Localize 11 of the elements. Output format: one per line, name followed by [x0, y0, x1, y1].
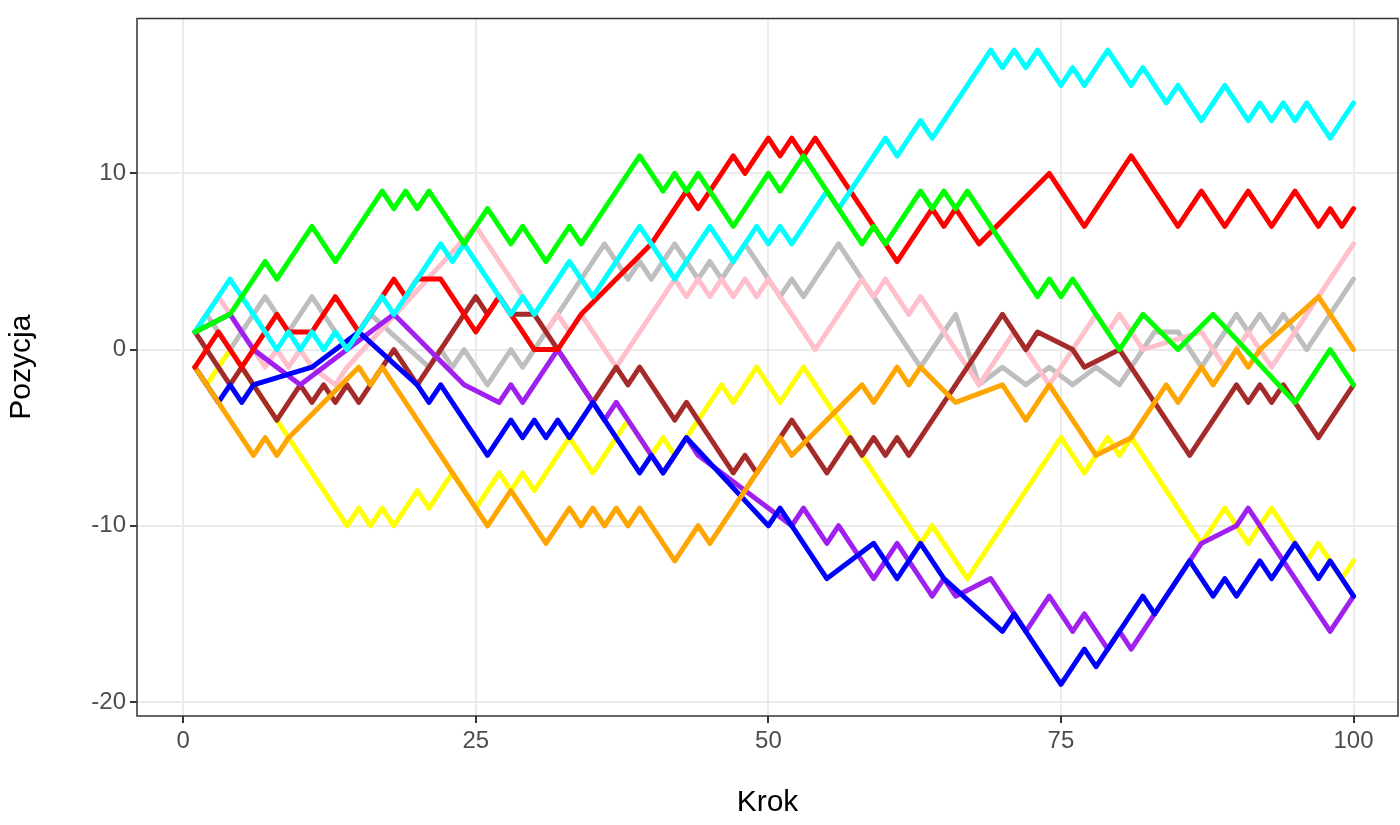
- x-tick-label: 75: [1047, 726, 1075, 754]
- x-tick-label: 0: [176, 726, 190, 754]
- y-tick-label: 0: [112, 334, 126, 362]
- y-tick-label: -10: [91, 510, 126, 538]
- x-tick-label: 25: [462, 726, 490, 754]
- x-tick-label: 50: [755, 726, 782, 754]
- x-axis-title: Krok: [736, 784, 800, 818]
- y-axis-title: Pozycja: [3, 314, 37, 420]
- y-tick-label: 10: [99, 158, 126, 186]
- x-tick-label: 100: [1333, 726, 1374, 754]
- y-tick-label: -20: [91, 686, 126, 714]
